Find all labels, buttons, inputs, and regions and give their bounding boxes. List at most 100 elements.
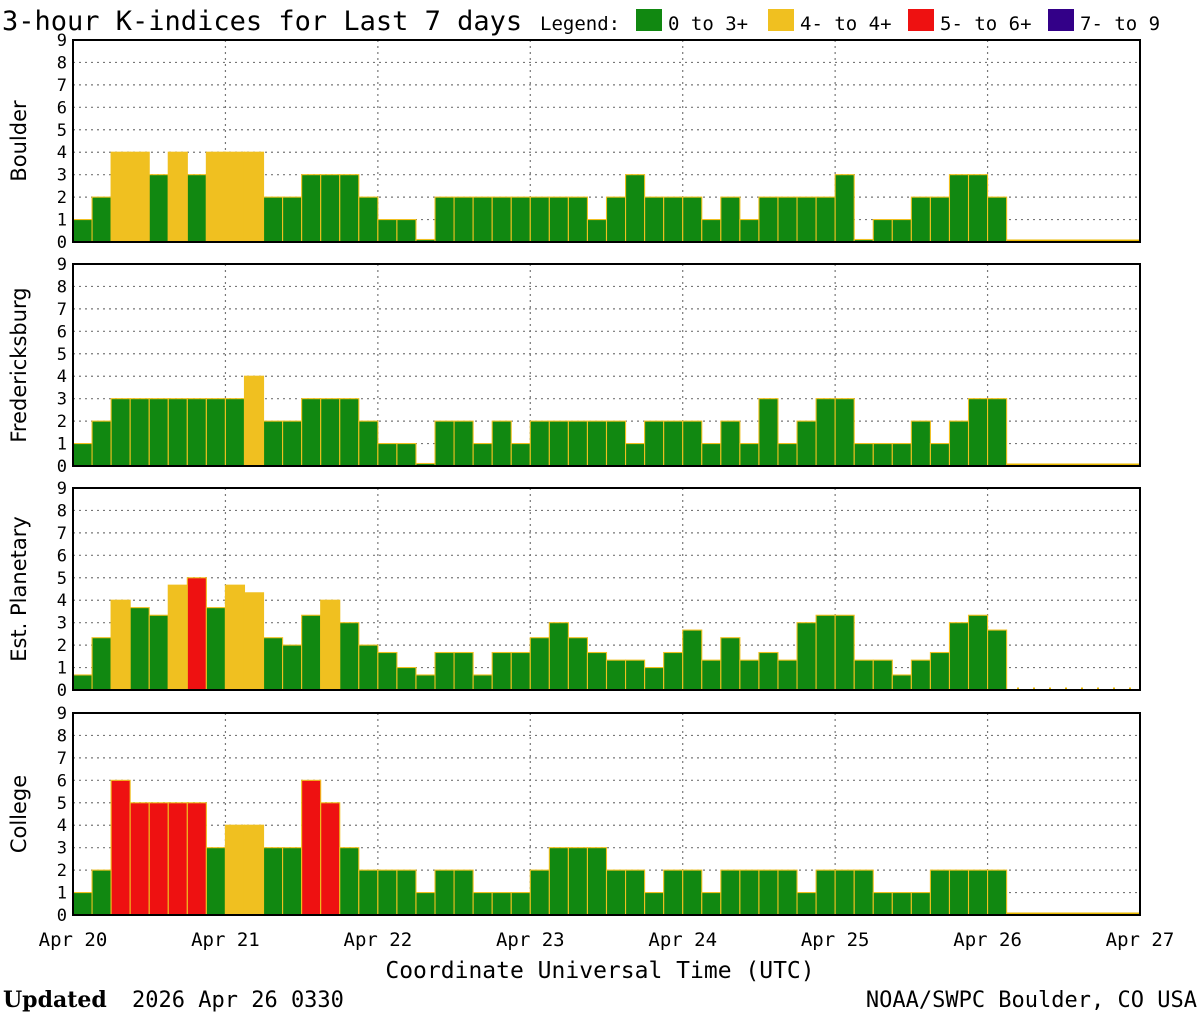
k-index-bar [72,674,93,691]
panel-frame [72,39,1141,243]
k-index-bar [853,869,874,916]
y-tick-label: 7 [57,300,67,320]
y-tick-label: 2 [57,636,67,656]
k-index-bar [224,398,246,467]
k-index-bar [510,443,531,467]
k-index-bar [129,802,150,916]
k-index-bar [682,420,703,467]
station-panel: 01 23 45 67 89 Est. Planetary [7,479,1141,701]
k-index-bar [605,196,627,243]
y-tick-label: 3 [57,614,67,634]
k-index-bar [262,420,284,467]
legend-entry: 4- to 4+ [800,13,892,35]
k-index-bar [301,174,322,243]
k-index-bar [529,869,550,916]
y-tick-label: 0 [57,681,67,701]
k-index-bar [663,196,684,243]
k-index-bar [834,869,855,916]
k-index-bar [205,607,226,691]
k-index-bar [605,420,627,467]
panels: 0123456789Boulder0123456789Fredericksbur… [7,31,1141,926]
y-tick-label: 5 [57,121,67,141]
k-index-bar [777,443,798,467]
k-index-bar [948,869,970,916]
k-index-bar [339,398,360,467]
k-index-bar [377,869,398,916]
station-panel: 01 23 45 67 89 Fredericksburg [7,255,1141,477]
k-index-bar [110,779,131,916]
k-index-bar [586,219,608,243]
y-tick-label: 4 [57,591,67,611]
k-index-bar [548,847,569,916]
k-index-bar [987,629,1008,691]
y-tick-label: 4 [57,816,67,836]
k-index-bar [510,196,531,243]
y-tick-label: 3 [57,839,67,859]
k-index-bar [91,637,112,691]
k-index-bar [644,892,665,916]
k-index-bar [815,869,836,916]
k-index-bar [872,443,893,467]
k-index-bar [167,151,188,243]
k-index-bar [282,847,303,916]
station-panel: 01 23 45 67 89 College [7,704,1141,926]
station-label: Boulder [7,100,31,182]
legend-swatch [908,9,934,31]
k-index-bar [853,443,874,467]
k-index-bar [910,892,931,916]
k-index-bar [472,443,493,467]
k-index-bar [758,651,779,691]
k-index-bar [110,151,131,243]
k-index-bar [262,637,284,691]
k-index-bar [320,174,341,243]
k-index-bar [129,151,150,243]
k-index-bar [396,869,417,916]
station-panel: 01 23 45 67 89 Boulder [7,31,1141,253]
k-index-bar [777,196,798,243]
y-tick-label: 0 [57,233,67,253]
k-index-bar [929,869,951,916]
k-index-bar [243,592,265,691]
k-index-bar [186,398,207,467]
k-index-bar [453,869,474,916]
panel-frame [72,263,1141,467]
k-index-bar [967,614,989,691]
k-index-bar [625,174,646,243]
k-index-bar [929,651,951,691]
k-index-bar [186,802,207,916]
k-index-bar [358,196,379,243]
k-index-bar [548,196,569,243]
k-index-bar [91,420,112,467]
x-tick-label: Apr 25 [801,929,870,951]
y-tick-label: 6 [57,771,67,791]
legend-label: Legend: [540,13,620,35]
y-tick-label: 6 [57,322,67,342]
k-index-bar [586,651,608,691]
k-index-bar [720,869,741,916]
k-index-bar [567,420,588,467]
k-index-bar [243,151,265,243]
k-index-bar [910,420,931,467]
k-index-bar [453,651,474,691]
k-index-bar [701,659,722,691]
panel-frame [72,712,1141,916]
k-index-bar [415,892,436,916]
k-index-bar [929,443,951,467]
legend-swatch [1048,9,1074,31]
k-index-bar [224,151,246,243]
k-index-bar [663,420,684,467]
k-index-bar [148,174,169,243]
k-index-bar [663,869,684,916]
k-index-bar [224,824,246,916]
k-index-bar [948,174,970,243]
k-index-bar [967,869,989,916]
k-index-bar [567,847,588,916]
x-axis-ticks: Apr 20 Apr 21 Apr 22 Apr 23 Apr 24 Apr 25 Apr … [39,929,1175,951]
k-index-bar [796,622,817,691]
y-tick-label: 9 [57,255,67,275]
k-index-bar [739,219,760,243]
legend-swatch [768,9,794,31]
y-tick-label: 9 [57,31,67,51]
k-index-bar [358,420,379,467]
y-tick-label: 9 [57,479,67,499]
